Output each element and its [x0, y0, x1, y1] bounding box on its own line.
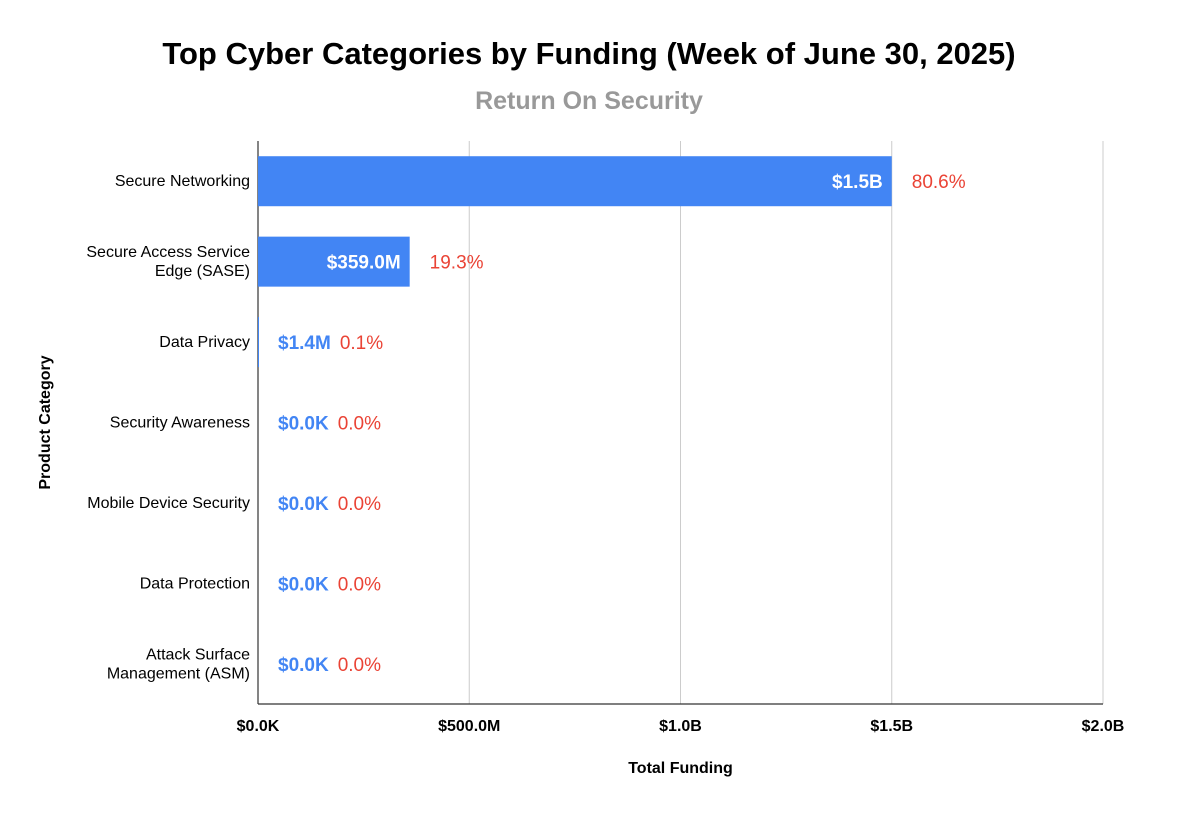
category-label: Data Privacy [159, 334, 250, 351]
value-label: $0.0K [278, 574, 329, 595]
category-label: Mobile Device Security [87, 495, 250, 512]
percent-label: 0.1% [340, 333, 383, 354]
value-label: $0.0K [278, 414, 329, 435]
value-label: $359.0M [327, 253, 401, 274]
x-axis-title: Total Funding [628, 760, 733, 777]
category-label: Security Awareness [110, 415, 250, 432]
category-label: Edge (SASE) [155, 263, 250, 280]
percent-label: 0.0% [338, 574, 381, 595]
y-axis-title: Product Category [37, 355, 54, 489]
bar [258, 156, 892, 207]
category-label: Attack Surface [146, 646, 250, 663]
percent-label: 0.0% [338, 414, 381, 435]
category-label: Data Protection [140, 575, 250, 592]
bar [258, 317, 259, 368]
category-label: Secure Access Service [86, 244, 250, 261]
x-tick-label: $2.0B [1082, 718, 1125, 735]
value-label: $0.0K [278, 655, 329, 676]
chart-subtitle: Return On Security [475, 87, 703, 115]
x-tick-label: $0.0K [237, 718, 280, 735]
percent-label: 80.6% [912, 172, 966, 193]
value-label: $1.5B [832, 172, 883, 193]
bar [258, 236, 410, 287]
x-tick-label: $1.0B [659, 718, 702, 735]
chart-title: Top Cyber Categories by Funding (Week of… [162, 36, 1016, 71]
percent-label: 0.0% [338, 655, 381, 676]
percent-label: 0.0% [338, 494, 381, 515]
category-label: Management (ASM) [107, 665, 250, 682]
x-tick-label: $1.5B [870, 718, 913, 735]
value-label: $0.0K [278, 494, 329, 515]
percent-label: 19.3% [430, 253, 484, 274]
x-tick-label: $500.0M [438, 718, 500, 735]
category-label: Secure Networking [115, 173, 250, 190]
value-label: $1.4M [278, 333, 331, 354]
